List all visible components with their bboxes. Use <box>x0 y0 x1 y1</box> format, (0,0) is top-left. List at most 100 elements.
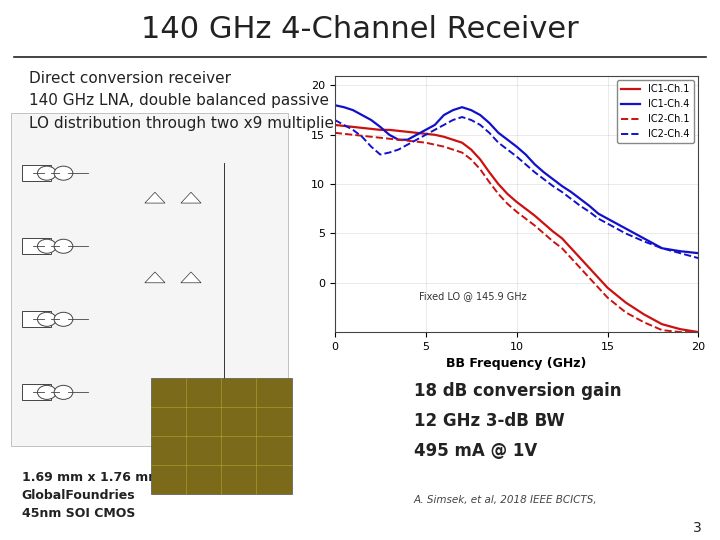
IC2-Ch.4 <box>358 133 366 140</box>
Line: IC2-Ch.4: IC2-Ch.4 <box>335 117 698 258</box>
IC2-Ch.1 <box>376 134 384 141</box>
IC2-Ch.1 <box>658 327 667 333</box>
IC1-Ch.4 <box>567 189 575 195</box>
Bar <box>22 384 50 401</box>
IC1-Ch.4 <box>413 132 421 138</box>
IC2-Ch.1 <box>449 146 457 153</box>
IC2-Ch.4 <box>576 202 585 209</box>
IC1-Ch.4 <box>476 112 485 118</box>
IC2-Ch.4 <box>449 117 457 123</box>
IC1-Ch.1 <box>594 275 603 281</box>
IC2-Ch.1 <box>503 201 512 207</box>
FancyArrow shape <box>181 272 201 283</box>
IC2-Ch.1 <box>439 144 448 150</box>
IC2-Ch.4 <box>385 149 394 156</box>
IC2-Ch.1 <box>367 133 376 140</box>
IC1-Ch.1 <box>476 156 485 163</box>
IC2-Ch.1 <box>403 138 412 144</box>
IC2-Ch.1 <box>476 166 485 173</box>
IC1-Ch.1 <box>376 126 384 133</box>
IC1-Ch.4 <box>531 161 539 167</box>
IC1-Ch.4 <box>558 183 567 190</box>
IC1-Ch.1 <box>531 212 539 219</box>
Text: 1.69 mm x 1.76 mm: 1.69 mm x 1.76 mm <box>22 471 161 484</box>
Circle shape <box>37 312 56 326</box>
IC2-Ch.4 <box>676 250 685 256</box>
IC2-Ch.1 <box>385 136 394 142</box>
IC2-Ch.4 <box>413 137 421 143</box>
IC1-Ch.4 <box>394 137 402 143</box>
IC1-Ch.1 <box>503 191 512 197</box>
IC2-Ch.4 <box>603 220 612 227</box>
Text: 495 mA @ 1V: 495 mA @ 1V <box>414 442 537 460</box>
IC1-Ch.1 <box>513 199 521 205</box>
IC1-Ch.1 <box>603 285 612 291</box>
IC1-Ch.4 <box>521 151 530 158</box>
IC2-Ch.4 <box>558 189 567 195</box>
IC2-Ch.1 <box>621 309 630 315</box>
IC2-Ch.4 <box>376 151 384 158</box>
Line: IC2-Ch.1: IC2-Ch.1 <box>335 133 698 332</box>
IC2-Ch.1 <box>330 130 339 136</box>
IC1-Ch.1 <box>549 228 557 235</box>
IC1-Ch.4 <box>340 104 348 110</box>
IC1-Ch.1 <box>694 329 703 335</box>
IC2-Ch.4 <box>431 126 439 133</box>
Bar <box>22 311 50 327</box>
IC1-Ch.4 <box>494 130 503 136</box>
IC1-Ch.4 <box>467 107 475 113</box>
IC2-Ch.1 <box>340 131 348 137</box>
IC1-Ch.4 <box>376 124 384 130</box>
IC1-Ch.4 <box>658 245 667 252</box>
IC1-Ch.1 <box>485 169 494 176</box>
IC2-Ch.4 <box>658 245 667 252</box>
IC1-Ch.1 <box>521 206 530 212</box>
X-axis label: BB Frequency (GHz): BB Frequency (GHz) <box>446 357 587 370</box>
IC2-Ch.1 <box>594 285 603 291</box>
IC1-Ch.4 <box>358 112 366 118</box>
Text: 140 GHz LNA, double balanced passive mixer: 140 GHz LNA, double balanced passive mix… <box>29 93 377 109</box>
IC1-Ch.1 <box>567 245 575 252</box>
IC2-Ch.1 <box>413 138 421 145</box>
IC1-Ch.1 <box>658 321 667 327</box>
Circle shape <box>54 166 73 180</box>
IC1-Ch.4 <box>694 250 703 256</box>
IC2-Ch.1 <box>694 329 703 335</box>
IC2-Ch.4 <box>330 117 339 123</box>
IC2-Ch.1 <box>603 294 612 301</box>
IC2-Ch.4 <box>439 122 448 128</box>
Circle shape <box>37 386 56 400</box>
IC1-Ch.4 <box>403 137 412 143</box>
IC1-Ch.1 <box>539 220 548 227</box>
IC1-Ch.1 <box>403 129 412 135</box>
IC2-Ch.1 <box>576 265 585 271</box>
IC2-Ch.1 <box>585 275 593 281</box>
IC1-Ch.1 <box>494 181 503 187</box>
Bar <box>22 165 50 181</box>
IC1-Ch.4 <box>330 102 339 109</box>
IC1-Ch.1 <box>348 124 357 130</box>
IC2-Ch.1 <box>458 149 467 156</box>
IC1-Ch.1 <box>394 127 402 134</box>
IC1-Ch.4 <box>585 202 593 209</box>
IC2-Ch.1 <box>531 222 539 229</box>
IC2-Ch.1 <box>467 156 475 163</box>
IC1-Ch.1 <box>340 123 348 129</box>
IC1-Ch.1 <box>558 235 567 241</box>
FancyArrow shape <box>145 272 165 283</box>
IC2-Ch.4 <box>594 215 603 222</box>
IC1-Ch.4 <box>621 225 630 232</box>
Text: 18 dB conversion gain: 18 dB conversion gain <box>414 382 621 401</box>
Circle shape <box>37 166 56 180</box>
IC1-Ch.4 <box>458 104 467 110</box>
IC1-Ch.1 <box>330 122 339 128</box>
IC2-Ch.4 <box>394 146 402 153</box>
IC2-Ch.4 <box>539 176 548 183</box>
IC2-Ch.4 <box>567 195 575 202</box>
IC2-Ch.4 <box>513 153 521 160</box>
IC2-Ch.1 <box>394 137 402 143</box>
IC1-Ch.4 <box>676 248 685 254</box>
IC2-Ch.4 <box>367 144 376 150</box>
IC1-Ch.4 <box>513 144 521 150</box>
IC1-Ch.4 <box>431 122 439 128</box>
